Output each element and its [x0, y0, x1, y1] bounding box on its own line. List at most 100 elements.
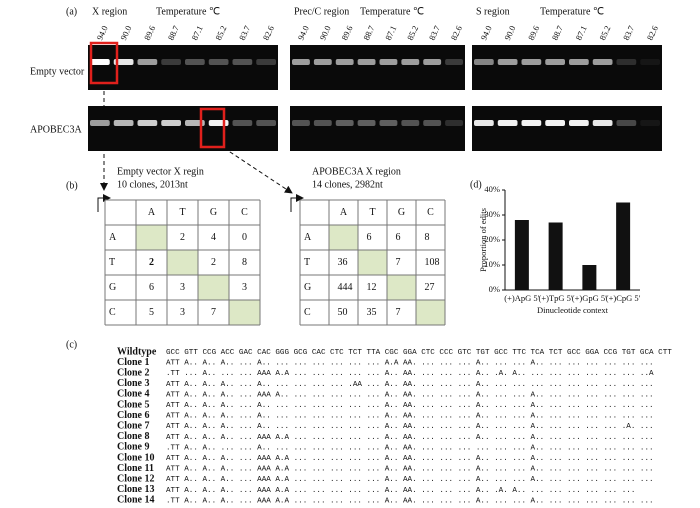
- panel-label: (b): [66, 180, 78, 191]
- gel-region: Prec/C region: [294, 6, 349, 17]
- gel-band: [497, 120, 518, 126]
- gel-band: [113, 59, 134, 65]
- table-cell: 4: [211, 232, 216, 243]
- clone-name: Clone 8: [117, 431, 150, 442]
- gel-band: [401, 59, 420, 65]
- highlight-box: [89, 41, 119, 85]
- table-cell: 3: [180, 307, 185, 318]
- gel-band: [592, 120, 613, 126]
- gel-band: [401, 120, 420, 126]
- y-tick-label: 10%: [484, 259, 500, 269]
- temperature: 82.6: [449, 24, 464, 42]
- y-tick-label: 0%: [489, 284, 500, 294]
- sequence: GCC GTT CCG ACC GAC CAC GGG GCG CAC CTC …: [166, 349, 672, 357]
- row-header: A: [304, 232, 312, 243]
- y-tick-label: 40%: [484, 184, 500, 194]
- gel-band: [640, 120, 660, 126]
- table-cell: 6: [367, 232, 372, 243]
- gel-band: [232, 120, 253, 126]
- table-cell: 8: [242, 257, 247, 268]
- clone-name: Clone 14: [117, 495, 155, 506]
- temperature: 87.1: [189, 24, 204, 42]
- bar: [514, 220, 529, 290]
- column-header: G: [398, 207, 405, 218]
- sequence: ATT A.. A.. A.. ... AAA A.A ... ... ... …: [166, 455, 654, 463]
- gel-band: [423, 120, 442, 126]
- row-header: C: [304, 307, 311, 318]
- temperature: 83.7: [621, 24, 636, 42]
- row-header: G: [304, 282, 311, 293]
- panel-label: (a): [66, 6, 77, 17]
- sequence: ATT A.. A.. A.. ... A.. ... ... ... ... …: [166, 413, 654, 421]
- highlight-box: [199, 107, 226, 149]
- table-cell: 6: [149, 282, 154, 293]
- gel-band: [592, 59, 613, 65]
- temperature: 94.0: [478, 24, 493, 42]
- table-title: APOBEC3A X region: [312, 166, 401, 177]
- row-header: T: [304, 257, 310, 268]
- gel: [290, 45, 465, 90]
- x-tick-label: (+)CpG 5′: [606, 293, 641, 303]
- table-cell: 2: [149, 257, 154, 268]
- gel: [290, 106, 465, 151]
- sequence: ATT A.. A.. A.. ... AAA A.. ... ... ... …: [166, 391, 654, 399]
- clone-name: Clone 12: [117, 473, 155, 484]
- gel-band: [292, 59, 310, 65]
- row-header: C: [109, 307, 116, 318]
- temperature: 88.7: [550, 24, 565, 42]
- gel-band: [357, 120, 376, 126]
- gel-band: [521, 59, 542, 65]
- gel-band: [545, 120, 565, 126]
- gel-band: [379, 59, 398, 65]
- temperature: 82.6: [261, 24, 276, 42]
- temperature: 83.7: [427, 24, 442, 42]
- gel-band: [569, 120, 589, 126]
- clone-name: Clone 5: [117, 399, 150, 410]
- gel-band: [185, 59, 205, 65]
- bar: [582, 265, 597, 290]
- gel-band: [616, 59, 637, 65]
- table-cell: 7: [396, 257, 401, 268]
- clone-name: Clone 13: [117, 484, 155, 495]
- gel-band: [232, 59, 253, 65]
- column-header: T: [369, 207, 375, 218]
- table-cell: 7: [396, 307, 401, 318]
- gel-band: [256, 120, 276, 126]
- clone-name: Clone 6: [117, 410, 150, 421]
- diagonal-cell: [167, 250, 198, 275]
- temperature: 94.0: [94, 24, 109, 42]
- x-tick-label: (+)ApG 5′: [504, 293, 539, 303]
- temperature-label: Temperature ℃: [156, 6, 220, 17]
- temperature: 87.1: [383, 24, 398, 42]
- bar: [548, 222, 563, 290]
- diagonal-cell: [136, 225, 167, 250]
- gel-band: [640, 59, 660, 65]
- panel-label: (c): [66, 339, 77, 350]
- temperature-label: Temperature ℃: [360, 6, 424, 17]
- column-header: A: [148, 207, 156, 218]
- x-axis-label: Dinucleotide context: [537, 305, 609, 315]
- gel-band: [90, 120, 110, 126]
- gel-band: [137, 120, 158, 126]
- temperature: 82.6: [645, 24, 660, 42]
- table-subtitle: 14 clones, 2982nt: [312, 179, 383, 190]
- temperature: 85.2: [405, 24, 420, 42]
- table-cell: 0: [242, 232, 247, 243]
- sequence: ATT A.. A.. A.. ... AAA A.A ... ... ... …: [166, 487, 635, 495]
- clone-name: Clone 4: [117, 389, 150, 400]
- temperature: 90.0: [317, 24, 332, 42]
- clone-name: Clone 11: [117, 463, 154, 474]
- table-cell: 8: [425, 232, 430, 243]
- gel: [88, 45, 278, 90]
- temperature-label: Temperature ℃: [540, 6, 604, 17]
- clone-name: Clone 2: [117, 367, 150, 378]
- temperature: 88.7: [361, 24, 376, 42]
- clone-name: Clone 3: [117, 378, 150, 389]
- temperature: 89.6: [526, 24, 541, 42]
- row-header: T: [109, 257, 115, 268]
- table-cell: 444: [338, 282, 353, 293]
- gel-band: [445, 59, 463, 65]
- table-cell: 2: [180, 232, 185, 243]
- temperature: 85.2: [597, 24, 612, 42]
